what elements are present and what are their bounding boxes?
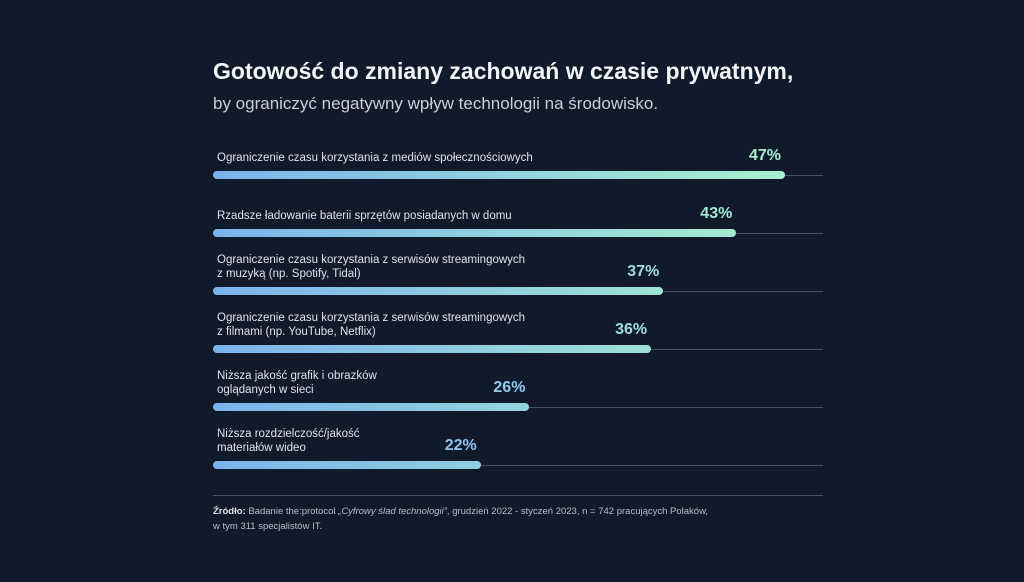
bar-track (213, 465, 823, 466)
category-label-line: z muzyką (np. Spotify, Tidal) (217, 268, 361, 280)
category-label-line: Rzadsze ładowanie baterii sprzętów posia… (217, 210, 512, 222)
source-note: Źródło: Badanie the:protocol „Cyfrowy śl… (213, 504, 773, 534)
bar (213, 171, 785, 179)
bar (213, 287, 664, 295)
source-label: Źródło: (213, 506, 246, 517)
bar (213, 345, 652, 353)
category-label: Ograniczenie czasu korzystania z serwisó… (217, 253, 547, 281)
chart-subtitle: by ograniczyć negatywny wpływ technologi… (213, 94, 659, 113)
category-label-line: z filmami (np. YouTube, Netflix) (217, 326, 376, 338)
chart-title: Gotowość do zmiany zachowań w czasie pry… (213, 58, 794, 84)
source-text-after: , grudzień 2022 - styczeń 2023, n = 742 … (446, 506, 709, 517)
source-text-before: Badanie the:protocol (245, 506, 339, 517)
category-label-line: Niższa rozdzielczość/jakość (217, 428, 360, 440)
category-label: Niższa jakość grafik i obrazków oglądanyc… (217, 369, 547, 397)
category-label: Niższa rozdzielczość/jakość materiałów wi… (217, 427, 547, 455)
category-label: Ograniczenie czasu korzystania z serwisó… (217, 311, 547, 339)
value-label: 36% (615, 321, 648, 338)
bar (213, 403, 530, 411)
source-line-2: w tym 311 specjalistów IT. (213, 521, 323, 532)
value-label: 22% (444, 437, 477, 454)
footer-divider (213, 495, 823, 496)
source-study-name: „Cyfrowy ślad technologii” (338, 506, 447, 517)
category-label-line: Niższa jakość grafik i obrazków (217, 370, 377, 382)
category-label-line: materiałów wideo (217, 442, 306, 454)
category-label-line: Ograniczenie czasu korzystania z mediów … (217, 152, 533, 164)
category-label: Ograniczenie czasu korzystania z mediów … (217, 151, 547, 165)
category-label-line: Ograniczenie czasu korzystania z serwisó… (217, 312, 526, 324)
value-label: 26% (493, 379, 526, 396)
category-label-line: oglądanych w sieci (217, 384, 314, 396)
category-label-line: Ograniczenie czasu korzystania z serwisó… (217, 254, 526, 266)
value-label: 47% (748, 147, 782, 164)
bar (213, 229, 737, 237)
value-label: 37% (627, 263, 660, 280)
value-label: 43% (700, 205, 733, 222)
bar (213, 461, 481, 469)
category-label: Rzadsze ładowanie baterii sprzętów posia… (217, 209, 547, 223)
